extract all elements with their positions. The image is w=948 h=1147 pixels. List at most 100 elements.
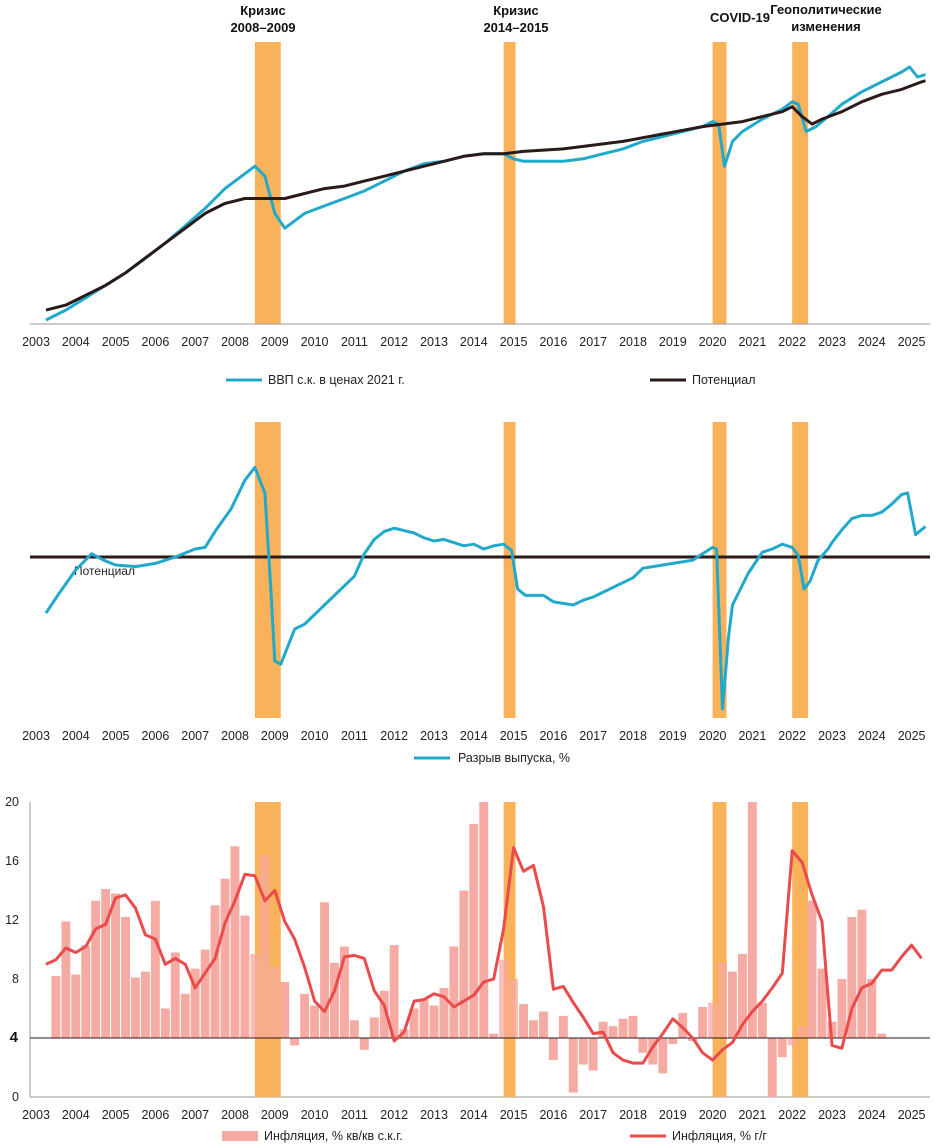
chart3-x-tick-2025: 2025 xyxy=(898,1108,926,1122)
chart3-bar-50 xyxy=(548,1038,558,1061)
chart3-bar-71 xyxy=(757,1002,767,1038)
chart2-x-tick-2015: 2015 xyxy=(500,729,528,743)
chart3-bar-28 xyxy=(330,962,339,1038)
chart3-x-tick-2005: 2005 xyxy=(102,1108,130,1122)
chart3-bar-69 xyxy=(738,953,747,1038)
chart3-y-tick-4: 4 xyxy=(10,1029,19,1046)
chart3-bar-54 xyxy=(588,1038,598,1071)
chart2-x-tick-2025: 2025 xyxy=(898,729,926,743)
chart1-x-tick-2009: 2009 xyxy=(261,335,289,349)
chart3-bar-10 xyxy=(150,900,160,1038)
geo-label-line1: Геополитические xyxy=(770,2,882,17)
chart3-x-tick-2011: 2011 xyxy=(341,1108,368,1122)
chart2-x-tick-2018: 2018 xyxy=(619,729,647,743)
chart3-x-tick-2004: 2004 xyxy=(62,1108,90,1122)
covid-label: COVID-19 xyxy=(710,10,770,25)
chart3-bar-76 xyxy=(807,900,817,1038)
chart3-bar-16 xyxy=(210,905,220,1039)
chart3-bar-30 xyxy=(349,1020,359,1038)
chart3-bar-44 xyxy=(489,1033,499,1038)
chart3-bar-52 xyxy=(568,1038,578,1093)
chart3-bar-29 xyxy=(340,946,349,1038)
crisis-2014-label-line2: 2014–2015 xyxy=(483,20,548,35)
chart3-bar-21 xyxy=(260,855,270,1038)
chart1-x-tick-2018: 2018 xyxy=(619,335,647,349)
chart1-x-tick-2020: 2020 xyxy=(699,335,727,349)
chart3-y-tick-0: 0 xyxy=(12,1090,19,1104)
chart2-x-tick-2020: 2020 xyxy=(699,729,727,743)
chart3-bar-77 xyxy=(817,968,827,1038)
chart1-x-tick-2023: 2023 xyxy=(818,335,846,349)
chart3-inflation-yy-line xyxy=(45,846,923,1065)
chart1-x-tick-2004: 2004 xyxy=(62,335,90,349)
chart1-x-tick-2022: 2022 xyxy=(778,335,806,349)
chart1-x-tick-2011: 2011 xyxy=(341,335,368,349)
chart1-x-tick-2021: 2021 xyxy=(738,335,766,349)
chart3-bar-60 xyxy=(648,1038,658,1065)
chart3-bar-45 xyxy=(499,959,509,1038)
chart1-crisis-band-1 xyxy=(503,42,516,324)
chart2-x-tick-2024: 2024 xyxy=(858,729,886,743)
chart3-y-tick-8: 8 xyxy=(12,972,19,986)
legend-inflation-qq-swatch xyxy=(222,1131,258,1141)
chart3-bar-42 xyxy=(469,824,479,1038)
chart1-x-tick-2016: 2016 xyxy=(539,335,567,349)
chart3-bar-47 xyxy=(519,1004,528,1038)
chart2-x-tick-2022: 2022 xyxy=(778,729,806,743)
chart3-bar-82 xyxy=(867,979,877,1038)
chart1-crisis-band-2 xyxy=(712,42,727,324)
chart3-x-tick-2013: 2013 xyxy=(420,1108,448,1122)
chart2-x-tick-2010: 2010 xyxy=(301,729,329,743)
chart3-bar-40 xyxy=(449,946,459,1038)
chart3-bar-49 xyxy=(539,1011,548,1038)
chart2-x-tick-2009: 2009 xyxy=(261,729,289,743)
chart3-bar-75 xyxy=(797,1026,807,1038)
chart3-crisis-band-1 xyxy=(503,802,516,1097)
chart1-x-tick-2010: 2010 xyxy=(301,335,329,349)
chart2-x-tick-2012: 2012 xyxy=(380,729,408,743)
chart3-bar-43 xyxy=(479,802,489,1038)
chart2-x-tick-2014: 2014 xyxy=(460,729,488,743)
chart3-x-tick-2008: 2008 xyxy=(221,1108,249,1122)
chart1-crisis-band-3 xyxy=(792,42,809,324)
chart3-bar-51 xyxy=(558,1015,568,1038)
chart3-bar-36 xyxy=(409,1008,419,1038)
geo-label-line2: изменения xyxy=(791,19,861,34)
chart1-x-tick-2015: 2015 xyxy=(500,335,528,349)
chart2-x-tick-2005: 2005 xyxy=(102,729,130,743)
chart3-bar-2 xyxy=(71,974,81,1038)
chart2-gap-line xyxy=(44,465,927,711)
chart2-crisis-band-2 xyxy=(712,422,727,718)
chart3-x-tick-2009: 2009 xyxy=(261,1108,289,1122)
chart2-x-tick-2011: 2011 xyxy=(341,729,368,743)
chart1-x-tick-2024: 2024 xyxy=(858,335,886,349)
chart3-bar-14 xyxy=(190,968,200,1038)
chart3-bar-57 xyxy=(618,1018,628,1038)
chart3-bar-53 xyxy=(578,1038,588,1065)
chart3-bar-79 xyxy=(837,979,847,1038)
chart3-bar-39 xyxy=(439,987,449,1038)
chart3-bar-61 xyxy=(658,1038,668,1074)
chart3-x-tick-2024: 2024 xyxy=(858,1108,886,1122)
crisis-2008-label-line2: 2008–2009 xyxy=(230,20,295,35)
chart3-y-tick-20: 20 xyxy=(5,795,19,809)
chart2-x-tick-2017: 2017 xyxy=(579,729,607,743)
chart2-x-tick-2007: 2007 xyxy=(181,729,209,743)
gdp-potential-chart: 2003 2004 2005 2006 2007 2008 2009 2010 2011 2012… xyxy=(22,42,930,349)
chart3-bar-59 xyxy=(638,1038,648,1053)
chart3-bar-20 xyxy=(250,953,260,1038)
chart3-bar-34 xyxy=(389,945,399,1038)
chart3-bar-55 xyxy=(598,1021,608,1038)
chart1-x-tick-2005: 2005 xyxy=(102,335,130,349)
legend-inflation-yy-label: Инфляция, % г/г xyxy=(672,1129,767,1143)
chart3-bar-5 xyxy=(101,889,111,1038)
chart3-bar-7 xyxy=(121,917,130,1038)
chart3-x-tick-2019: 2019 xyxy=(659,1108,687,1122)
chart1-x-tick-2025: 2025 xyxy=(898,335,926,349)
chart1-x-tick-2013: 2013 xyxy=(420,335,448,349)
chart2-crisis-band-1 xyxy=(503,422,516,718)
chart2-x-tick-2013: 2013 xyxy=(420,729,448,743)
chart1-x-tick-2014: 2014 xyxy=(460,335,488,349)
chart2-x-tick-2016: 2016 xyxy=(539,729,567,743)
